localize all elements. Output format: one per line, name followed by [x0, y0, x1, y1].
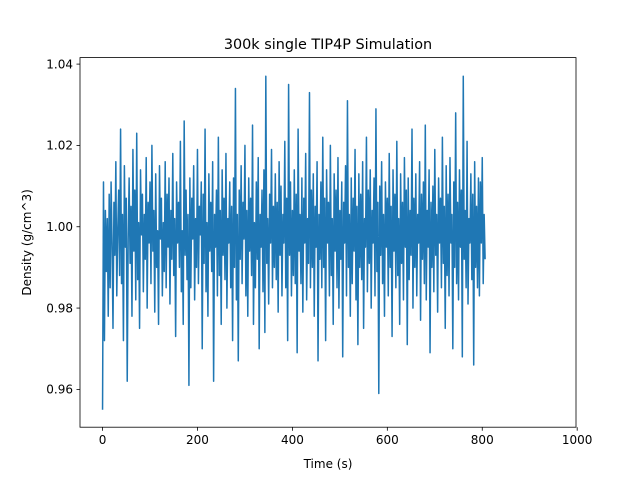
x-axis-label: Time (s) [303, 457, 353, 471]
y-tick-label: 1.04 [46, 57, 73, 71]
y-tick-label: 1.00 [46, 220, 73, 234]
y-axis-ticks: 0.96 0.98 1.00 1.02 1.04 [46, 57, 80, 397]
x-tick-label: 400 [281, 433, 304, 447]
series-line-0 [101, 75, 486, 410]
x-tick-label: 1000 [562, 433, 593, 447]
x-axis-ticks: 0 200 400 600 800 1000 [99, 427, 593, 447]
x-tick-label: 0 [99, 433, 107, 447]
axes-frame [79, 57, 577, 428]
x-tick-label: 800 [471, 433, 494, 447]
y-tick-label: 0.98 [46, 301, 73, 315]
chart-title: 300k single TIP4P Simulation [224, 37, 432, 53]
plot-layer [101, 75, 486, 410]
x-tick-label: 600 [376, 433, 399, 447]
y-axis-label: Density (g/cm^3) [20, 189, 34, 295]
y-tick-label: 1.02 [46, 139, 73, 153]
y-tick-label: 0.96 [46, 383, 73, 397]
x-tick-label: 200 [186, 433, 209, 447]
